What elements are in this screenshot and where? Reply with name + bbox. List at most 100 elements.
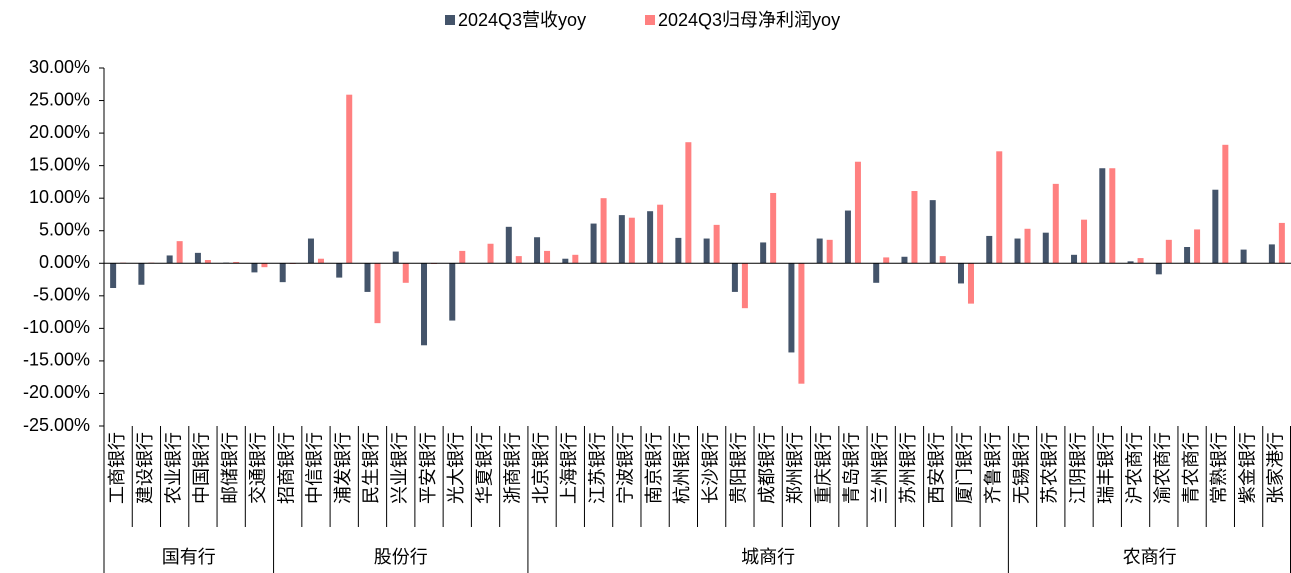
x-tick-label: 苏州银行 [898, 432, 918, 504]
bar [1109, 168, 1116, 264]
bar [138, 263, 145, 285]
group-label: 城商行 [741, 547, 795, 567]
x-tick-label: 重庆银行 [813, 432, 833, 504]
bar [798, 263, 805, 384]
legend-label: 2024Q3归母净利润yoy [658, 10, 840, 30]
legend-label: 2024Q3营收yoy [458, 10, 586, 30]
bar [844, 210, 851, 264]
x-tick-label: 建设银行 [135, 432, 155, 504]
bar [251, 263, 258, 273]
bar [1052, 183, 1059, 264]
x-tick-label: 齐鲁银行 [983, 432, 1003, 504]
bar [402, 263, 409, 283]
y-tick-label: -10.00% [23, 317, 90, 337]
bar [760, 242, 767, 264]
x-tick-label: 工商银行 [107, 432, 127, 504]
bar [562, 258, 569, 264]
x-tick-label: 宁波银行 [616, 432, 636, 504]
x-tick-label: 西安银行 [926, 432, 946, 504]
x-tick-label: 苏农银行 [1040, 432, 1060, 504]
bar [1194, 229, 1201, 264]
bar [505, 226, 512, 264]
y-tick-label: -5.00% [33, 285, 90, 305]
x-tick-label: 华夏银行 [474, 432, 494, 504]
bar [1024, 228, 1031, 264]
bar [110, 263, 117, 289]
x-tick-label: 交通银行 [248, 432, 268, 504]
x-tick-label: 江阴银行 [1068, 432, 1088, 504]
bar [1042, 232, 1049, 264]
x-tick-label: 江苏银行 [587, 432, 607, 504]
bar [449, 263, 456, 321]
x-tick-label: 中信银行 [305, 432, 325, 504]
bar [572, 254, 579, 264]
bar [261, 263, 268, 268]
x-tick-label: 郑州银行 [785, 432, 805, 504]
x-tick-label: 兰州银行 [870, 432, 890, 504]
bar [176, 241, 183, 264]
bar [911, 191, 918, 264]
bar [1184, 247, 1191, 264]
x-tick-label: 张家港行 [1266, 432, 1286, 504]
x-tick-label: 光大银行 [446, 432, 466, 504]
y-tick-label: 0.00% [39, 252, 90, 272]
bar [1014, 238, 1021, 264]
x-tick-label: 成都银行 [757, 432, 777, 504]
x-tick-label: 常熟银行 [1209, 432, 1229, 504]
y-tick-label: -15.00% [23, 350, 90, 370]
bar [279, 263, 286, 283]
x-tick-label: 厦门银行 [955, 432, 975, 504]
bar [741, 263, 748, 309]
bar [374, 263, 381, 324]
x-tick-label: 南京银行 [644, 432, 664, 504]
bar [929, 200, 936, 264]
x-tick-label: 北京银行 [531, 432, 551, 504]
bar [703, 238, 710, 264]
bar [166, 255, 173, 264]
bar [657, 204, 664, 264]
x-tick-label: 青岛银行 [842, 432, 862, 504]
bar [1240, 249, 1247, 264]
bar [816, 238, 823, 264]
bar [534, 237, 541, 264]
bar [770, 192, 777, 264]
y-tick-label: 25.00% [29, 89, 90, 109]
bar [713, 224, 720, 264]
bar [600, 198, 607, 264]
bar [233, 261, 240, 264]
x-tick-label: 青农商行 [1181, 432, 1201, 504]
bar [685, 142, 692, 264]
x-tick-label: 沪农商行 [1124, 432, 1144, 504]
x-tick-label: 长沙银行 [700, 432, 720, 504]
x-tick-label: 上海银行 [559, 432, 579, 504]
bar [307, 238, 314, 264]
legend-swatch [645, 15, 655, 25]
bar [883, 257, 890, 264]
bar [939, 256, 946, 264]
group-label: 国有行 [162, 547, 216, 567]
x-tick-label: 邮储银行 [220, 432, 240, 504]
y-tick-label: 30.00% [29, 57, 90, 77]
x-tick-label: 中国银行 [192, 432, 212, 504]
bar [901, 256, 908, 264]
y-tick-label: 15.00% [29, 154, 90, 174]
bar [826, 239, 833, 264]
x-tick-label: 平安银行 [418, 432, 438, 504]
bar [1155, 263, 1162, 275]
bar [1127, 261, 1134, 264]
bar [996, 151, 1003, 264]
bar [317, 258, 324, 264]
y-tick-label: -25.00% [23, 415, 90, 435]
bar [986, 235, 993, 264]
group-label: 股份行 [374, 547, 428, 567]
bar [1071, 254, 1078, 264]
bar [487, 243, 494, 264]
legend-swatch [445, 15, 455, 25]
bar [1165, 239, 1172, 264]
bar [392, 251, 399, 264]
bar [194, 252, 201, 264]
x-tick-label: 招商银行 [276, 432, 296, 504]
bar [628, 217, 635, 264]
group-label: 农商行 [1123, 547, 1177, 567]
